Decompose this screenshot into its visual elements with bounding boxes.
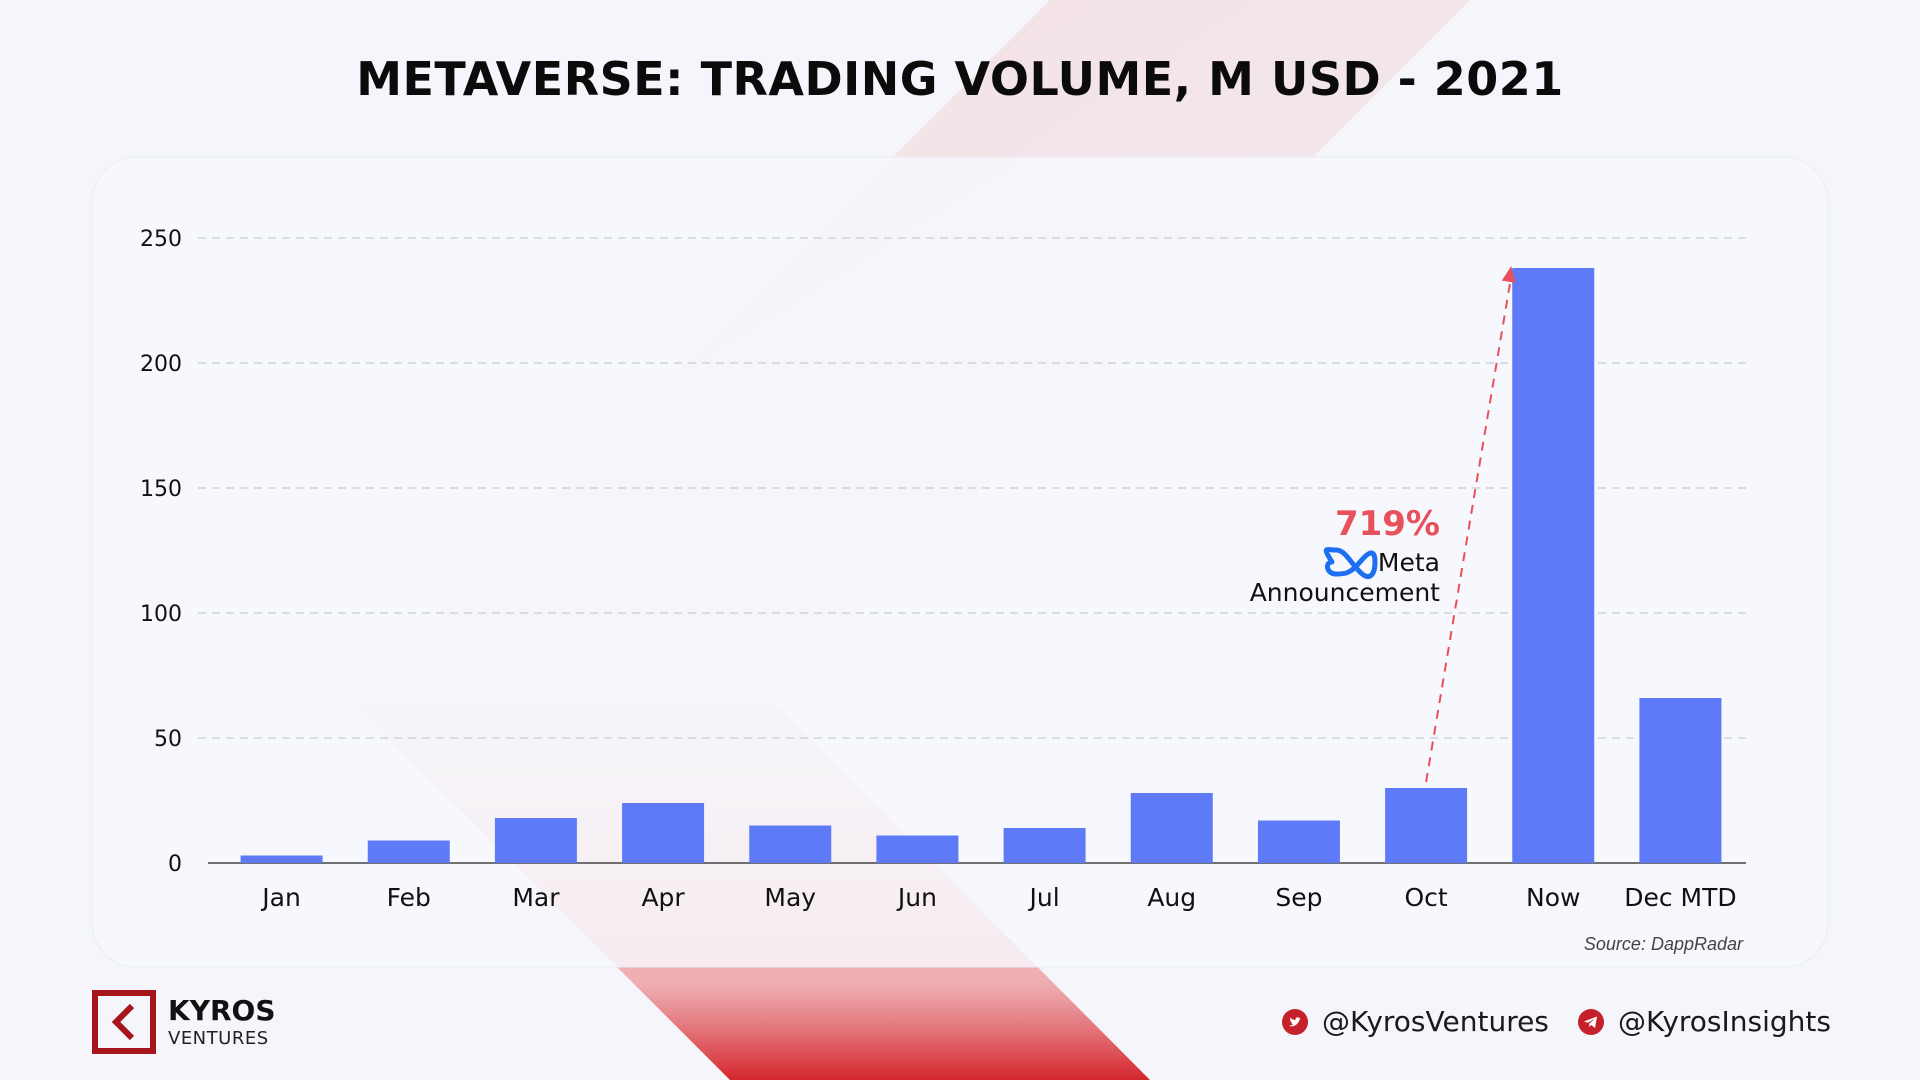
bar-sep [1257,820,1340,863]
growth-percent-label: 719% [1335,504,1440,544]
y-tick-label: 200 [140,352,182,377]
x-tick-label: Dec MTD [1624,883,1736,912]
chart-card [91,156,1829,968]
y-tick-label: 0 [168,852,182,877]
annotation-label-line1: Meta [1378,548,1440,577]
y-tick-label: 100 [140,602,182,627]
telegram-icon [1578,1008,1604,1035]
social-telegram[interactable]: @KyrosInsights [1578,1005,1831,1038]
bar-oct [1385,788,1468,863]
social-twitter[interactable]: @KyrosVentures [1282,1005,1549,1038]
x-tick-label: Sep [1275,883,1322,912]
growth-arrow-head [1501,266,1516,283]
telegram-handle: @KyrosInsights [1618,1005,1831,1038]
x-tick-label: Oct [1404,883,1447,912]
x-tick-label: Feb [387,883,431,912]
bar-aug [1130,793,1213,863]
bar-apr [622,803,705,863]
twitter-icon [1282,1008,1308,1035]
twitter-handle: @KyrosVentures [1322,1005,1549,1038]
kyros-logo [92,990,156,1054]
chart-title: METAVERSE: TRADING VOLUME, M USD - 2021 [356,52,1564,106]
bar-jun [876,835,959,863]
bar-mar [494,818,577,863]
y-tick-label: 50 [154,727,182,752]
x-tick-label: Jan [260,883,301,912]
x-tick-label: Now [1526,883,1580,912]
annotation-label-line2: Announcement [1250,578,1440,607]
brand-name: KYROS [168,994,276,1027]
bar-dec-mtd [1639,698,1722,863]
bar-may [749,825,832,863]
y-tick-label: 250 [140,227,182,252]
x-tick-label: May [764,883,816,912]
x-tick-label: Jul [1027,883,1059,912]
bar-now [1512,268,1595,863]
x-tick-label: Jun [896,883,937,912]
source-note: Source: DappRadar [1583,934,1743,954]
growth-arrow-line [1425,275,1513,783]
meta-logo-icon [1323,547,1378,579]
bar-jul [1003,828,1086,863]
bar-jan [240,855,323,863]
x-tick-label: Mar [512,883,560,912]
bar-feb [367,840,450,863]
y-tick-label: 150 [140,477,182,502]
x-tick-label: Aug [1147,883,1196,912]
x-tick-label: Apr [641,883,685,912]
brand-subtitle: VENTURES [168,1028,269,1049]
